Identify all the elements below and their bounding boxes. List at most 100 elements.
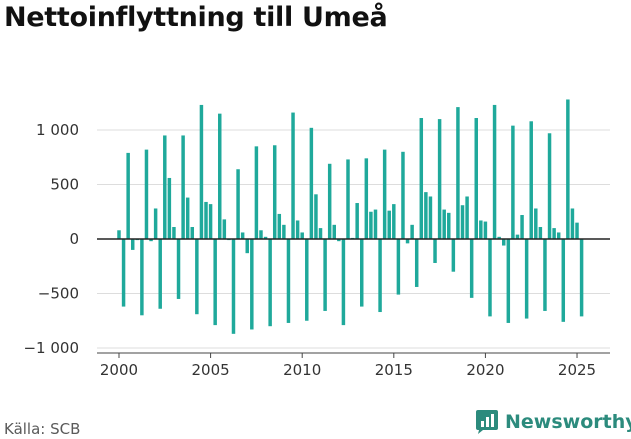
bar	[263, 236, 268, 239]
bar	[195, 239, 199, 315]
bar	[414, 239, 419, 287]
bar	[479, 220, 483, 239]
bar	[149, 239, 153, 242]
bar	[410, 224, 414, 239]
bar	[295, 220, 300, 239]
bar	[268, 239, 272, 327]
bar	[126, 152, 130, 239]
bar	[442, 209, 446, 239]
bar	[277, 213, 282, 239]
bar	[451, 239, 456, 272]
bar	[570, 208, 575, 239]
bar	[167, 177, 172, 239]
y-tick-label: 0	[69, 230, 79, 248]
bar	[492, 104, 497, 240]
bar	[286, 239, 291, 323]
bar	[140, 239, 144, 316]
bar	[460, 205, 465, 239]
bar	[511, 125, 515, 239]
bar	[483, 221, 488, 239]
bar	[185, 197, 190, 239]
bar	[369, 211, 373, 239]
bar	[396, 239, 401, 295]
bar	[117, 230, 121, 239]
bar	[163, 135, 167, 239]
bar	[534, 208, 538, 239]
bar	[392, 204, 396, 239]
x-tick-label: 2015	[375, 361, 413, 379]
bar	[176, 239, 181, 299]
bar-chart: 1 000 500 0 −500 −1 000 2000 2005 2010 2015 2020…	[23, 99, 610, 379]
y-axis-tick-labels: 1 000 500 0 −500 −1 000	[23, 121, 79, 357]
bar	[579, 239, 584, 317]
bar	[158, 239, 162, 309]
bar	[341, 239, 346, 326]
bar	[245, 239, 249, 254]
bar	[222, 219, 227, 239]
x-tick-label: 2020	[466, 361, 504, 379]
bar	[506, 239, 511, 323]
bar	[240, 232, 245, 239]
bar	[437, 119, 442, 239]
bar	[556, 232, 561, 239]
source-credit: Källa: SCB	[4, 420, 81, 438]
bar	[259, 230, 263, 239]
bar	[121, 239, 126, 307]
bar	[566, 99, 570, 239]
bar	[360, 239, 364, 307]
bar	[456, 107, 460, 239]
bar	[469, 239, 474, 298]
bar	[327, 163, 332, 239]
bar	[314, 194, 318, 239]
bar	[465, 196, 469, 239]
bar	[378, 239, 382, 313]
bar	[364, 158, 369, 239]
x-tick-label: 2005	[191, 361, 229, 379]
bar	[497, 236, 501, 239]
bar	[181, 135, 185, 239]
bar	[208, 204, 213, 239]
bar	[337, 239, 341, 242]
bar	[387, 210, 391, 239]
bar	[153, 208, 158, 239]
bar	[561, 239, 566, 322]
bar	[250, 239, 254, 330]
bar	[231, 239, 236, 334]
bar	[474, 118, 478, 239]
bar	[428, 196, 433, 239]
brand-logo[interactable]: Newsworthy	[474, 409, 631, 435]
bar	[218, 113, 222, 239]
y-tick-label: 500	[50, 176, 79, 194]
bar	[543, 239, 547, 311]
y-tick-label: −1 000	[23, 339, 79, 357]
bar	[515, 234, 520, 239]
bar	[318, 228, 323, 239]
bar	[172, 227, 176, 239]
bar	[199, 104, 204, 240]
newsworthy-logo-icon	[476, 410, 498, 434]
y-tick-label: 1 000	[36, 121, 79, 139]
bar	[291, 112, 295, 239]
bar	[382, 149, 387, 239]
bar	[520, 215, 524, 239]
bar	[213, 239, 217, 326]
x-tick-label: 2025	[558, 361, 596, 379]
bar	[405, 239, 410, 244]
bar	[529, 121, 533, 239]
bar	[547, 133, 552, 239]
bar	[282, 224, 286, 239]
y-tick-label: −500	[38, 285, 79, 303]
bar	[272, 145, 277, 239]
chart-title: Nettoinflyttning till Umeå	[4, 2, 388, 33]
bar	[332, 224, 336, 239]
bar	[502, 239, 506, 246]
bar	[424, 192, 428, 239]
bar	[346, 159, 350, 239]
bar	[130, 239, 135, 250]
brand-name: Newsworthy	[505, 411, 631, 433]
bar	[552, 228, 556, 239]
bar	[419, 118, 424, 239]
bar	[323, 239, 327, 311]
bar	[401, 151, 405, 239]
bar	[305, 239, 309, 321]
